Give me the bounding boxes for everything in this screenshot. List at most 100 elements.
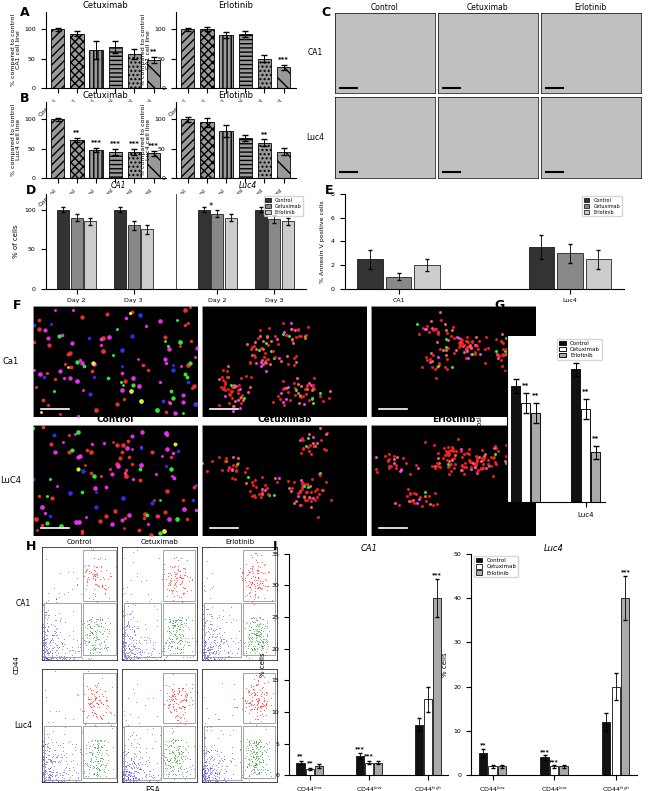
Point [209,769,220,782]
Point [131,634,141,646]
Point [181,736,191,748]
Point [148,639,158,652]
Point [97,581,107,593]
Point [235,562,246,574]
Point [99,587,110,600]
Point [263,750,273,763]
Point [84,614,95,626]
Point [177,596,187,608]
Point [170,734,181,747]
Point [159,642,169,654]
Point [64,653,74,665]
Point [124,642,134,654]
Point [187,677,198,690]
Point [125,770,135,782]
Point [125,589,136,601]
Point [130,648,140,660]
Point [198,649,209,662]
Point [45,635,55,648]
Point [213,639,224,652]
Point [170,734,180,747]
Point [39,767,49,780]
Point [255,653,265,665]
Point [42,641,53,653]
Point [87,639,98,652]
Title: Cetuximab: Cetuximab [257,415,311,424]
Point [204,770,214,783]
Point [122,770,132,782]
Point [248,623,259,635]
Point [124,638,135,650]
Point [260,573,270,585]
Point [252,618,262,630]
Point [256,627,266,640]
Point [91,686,101,698]
Point [163,698,174,711]
Point [93,755,103,768]
Point [202,774,213,787]
Point [86,700,96,713]
Point [216,629,227,642]
Point [200,763,210,776]
Point [169,751,179,764]
Point [124,642,135,655]
Point [200,634,211,647]
Point [89,589,99,602]
Point [197,635,207,648]
Point [254,581,264,593]
Point [168,688,179,701]
Point [88,709,98,721]
Point [118,637,128,649]
Point [100,695,110,708]
Point [164,739,175,751]
Point [182,554,192,566]
Point [135,647,146,660]
Point [170,752,181,765]
Point [252,614,263,626]
Point [94,763,104,775]
Point [42,728,52,740]
Point [86,615,97,627]
Point [73,688,83,701]
Point [177,618,187,630]
Point [249,763,259,776]
Point [80,621,90,634]
Point [47,774,57,787]
Point [54,640,64,653]
Point [162,752,172,765]
Point [225,540,235,553]
Point [124,768,134,781]
Point [50,619,60,632]
Point [216,633,227,645]
Point [249,698,259,710]
Point [46,762,56,774]
Point [237,703,247,716]
Point [120,643,131,656]
Point [42,645,52,657]
Point [91,630,101,642]
Point [200,770,211,782]
Point [61,642,72,654]
Point [126,644,136,657]
Point [44,776,55,789]
Point [155,683,165,696]
Point [118,772,129,785]
Point [165,615,176,628]
Point [170,570,180,583]
Point [170,578,181,591]
Point [199,650,209,663]
Point [172,733,183,746]
Point [82,679,92,692]
Point [79,570,89,582]
Point [229,637,240,649]
Point [252,698,263,711]
Point [245,562,255,574]
Point [257,748,267,761]
Point [256,583,266,596]
Point [247,560,257,573]
Point [250,759,261,771]
Point [198,639,208,652]
Point [207,770,217,783]
Point [85,626,96,639]
Point [90,636,100,649]
